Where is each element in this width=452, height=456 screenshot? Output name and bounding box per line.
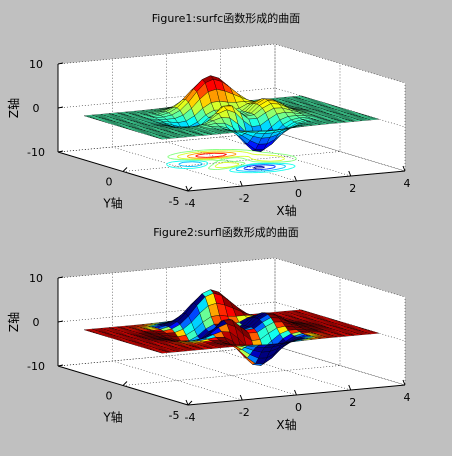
contour-segment (210, 158, 218, 159)
subplot-1: Figure1:surfc函数形成的曲面 -10 0 10 -5 0 -4 -2 0 2 4 Z轴 Y轴… (6, 11, 411, 218)
contour-segment (250, 158, 251, 159)
y-axis-label: Y轴 (102, 410, 122, 425)
contour-segment (247, 150, 253, 151)
chart-title: Figure1:surfc函数形成的曲面 (152, 11, 300, 25)
z-tick-label: 10 (29, 272, 43, 285)
x-axis-label: X轴 (276, 203, 296, 218)
y-tick-label: -5 (169, 195, 180, 208)
contour-segment (196, 166, 198, 167)
contour-segment (275, 164, 281, 165)
contour-segment (167, 164, 168, 165)
y-tick-label: -5 (169, 409, 180, 422)
y-tick-label: 0 (106, 390, 113, 403)
x-tick-label: 2 (349, 396, 356, 409)
contour-segment (279, 154, 284, 155)
contour-segment (168, 158, 169, 159)
contour-segment (203, 166, 205, 167)
contour-segment (233, 161, 239, 162)
contour-segment (209, 169, 215, 170)
contour-segment (192, 162, 198, 163)
y-tick-label: 0 (106, 176, 113, 189)
contour-segment (213, 160, 219, 161)
x-tick-label: 0 (295, 401, 302, 414)
contour-segment (262, 152, 268, 153)
contour-segment (255, 165, 263, 166)
z-tick-label: 10 (29, 58, 43, 71)
x-tick-label: 4 (404, 391, 411, 404)
contour-segment (203, 152, 211, 153)
x-axis-label: X轴 (276, 417, 296, 432)
z-tick-label: 0 (33, 316, 40, 329)
z-tick-label: -10 (27, 360, 45, 373)
chart-title: Figure2:surfl函数形成的曲面 (153, 225, 298, 239)
contour-segment (175, 168, 181, 169)
subplot-2: Figure2:surfl函数形成的曲面 -10 0 10 -5 0 -4 -2 0 2 4 Z轴 Y轴… (6, 225, 411, 432)
contour-segment (271, 161, 279, 162)
contour-segment (273, 167, 275, 168)
z-axis-label: Z轴 (6, 312, 21, 332)
contour-segment (295, 159, 296, 160)
contour-segment (273, 155, 278, 156)
contour-segment (182, 158, 188, 159)
contour-segment (234, 168, 236, 169)
contour-segment (190, 158, 196, 159)
contour-segment (216, 165, 217, 166)
z-axis-label: Z轴 (6, 98, 21, 118)
contour-segment (255, 166, 258, 167)
contour-segment (212, 164, 213, 165)
contour-segment (199, 151, 207, 152)
x-tick-label: 0 (295, 187, 302, 200)
contour-segment (268, 153, 274, 154)
x-tick-label: 4 (404, 177, 411, 190)
contour-segment (230, 169, 231, 170)
contour-segment (184, 162, 192, 163)
y-axis-label: Y轴 (102, 196, 122, 211)
x-tick-label: -2 (239, 192, 250, 205)
contour-segment (211, 165, 212, 166)
contour-segment (207, 157, 215, 158)
x-tick-label: -4 (185, 197, 196, 210)
x-tick-label: -2 (239, 406, 250, 419)
contour-segment (279, 160, 281, 161)
z-tick-label: -10 (27, 146, 45, 159)
contour-segment (231, 163, 237, 164)
contour-segment (196, 150, 204, 151)
contour-segment (236, 169, 237, 170)
z-tick-label: 0 (33, 102, 40, 115)
contour-segment (243, 165, 245, 166)
contour-segment (216, 167, 222, 168)
contour-segment (252, 154, 257, 155)
contour-segment (202, 163, 203, 164)
x-tick-label: 2 (349, 182, 356, 195)
contour-segment (171, 159, 174, 160)
contour-segment (167, 163, 168, 164)
contour-segment (239, 158, 243, 159)
x-tick-label: -4 (185, 411, 196, 424)
contour-segment (284, 158, 285, 159)
